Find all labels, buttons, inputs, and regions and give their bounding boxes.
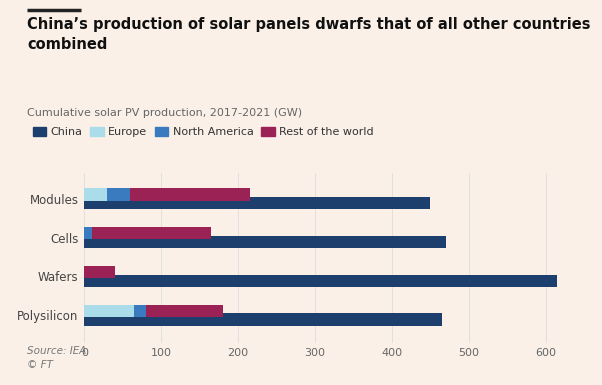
Bar (84, 275, 557, 287)
Bar (84, 236, 445, 248)
Bar (134, 305, 146, 317)
Bar (107, 188, 131, 201)
Bar (131, 188, 250, 201)
Text: Source: IEA
© FT: Source: IEA © FT (27, 346, 87, 370)
Text: China’s production of solar panels dwarfs that of all other countries
combined: China’s production of solar panels dwarf… (27, 17, 591, 52)
Bar (84, 266, 115, 278)
Bar (92, 227, 211, 239)
Legend: China, Europe, North America, Rest of the world: China, Europe, North America, Rest of th… (33, 127, 374, 137)
Bar (84, 305, 134, 317)
Bar (146, 305, 223, 317)
Bar (84, 197, 430, 209)
Bar (84, 227, 92, 239)
Text: Cumulative solar PV production, 2017-2021 (GW): Cumulative solar PV production, 2017-202… (27, 108, 302, 118)
Bar (84, 188, 107, 201)
Bar (84, 313, 442, 326)
